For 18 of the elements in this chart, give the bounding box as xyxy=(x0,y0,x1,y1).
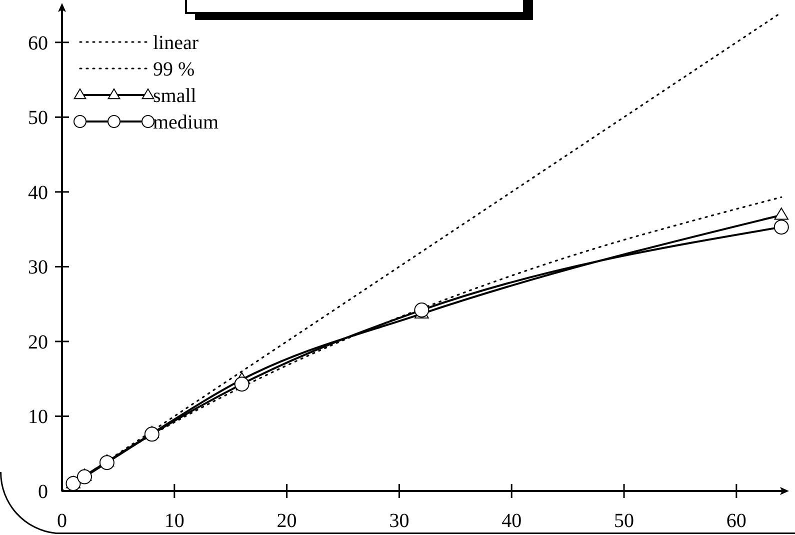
x-tick-label: 30 xyxy=(389,510,410,532)
legend-label: medium xyxy=(153,112,219,134)
y-tick-label: 0 xyxy=(38,481,48,503)
legend-label: small xyxy=(153,85,197,107)
x-tick-label: 50 xyxy=(614,510,634,532)
y-tick-label: 50 xyxy=(28,107,48,130)
x-tick-label: 60 xyxy=(726,510,746,532)
y-tick-label: 40 xyxy=(28,182,48,204)
legend-label: 99 % xyxy=(153,58,195,80)
y-tick-label: 20 xyxy=(28,331,48,354)
x-tick-label: 20 xyxy=(276,510,297,532)
x-tick-label: 0 xyxy=(57,510,67,532)
legend-label: linear xyxy=(153,32,199,54)
x-tick-label: 10 xyxy=(164,510,184,532)
y-tick-label: 30 xyxy=(28,256,48,279)
y-tick-label: 10 xyxy=(28,406,48,428)
x-tick-label: 40 xyxy=(502,510,522,532)
y-tick-label: 60 xyxy=(28,32,48,54)
